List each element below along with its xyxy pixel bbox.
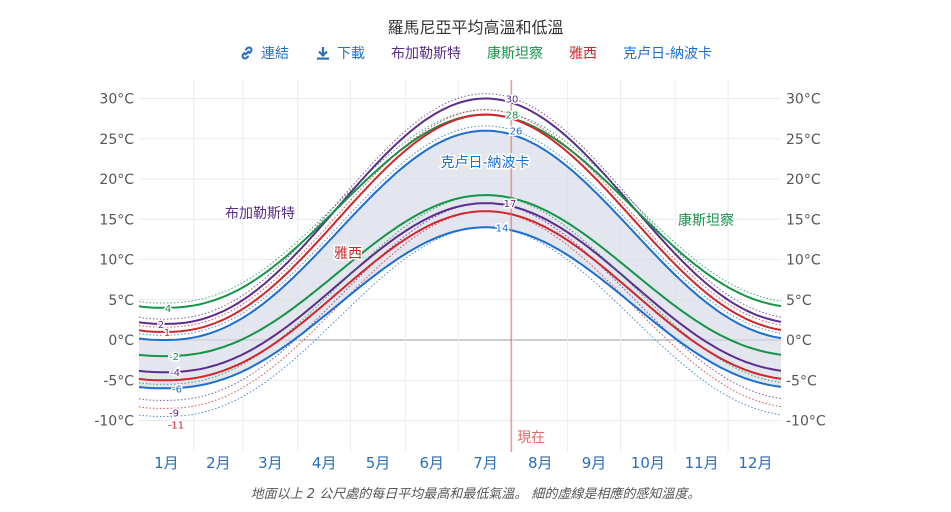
link-button[interactable]: 連結	[239, 43, 289, 63]
low-line-bucharest	[138, 202, 782, 374]
y-tick-label-right: -10°C	[786, 414, 826, 430]
toggle-cluj[interactable]: 克卢日-納波卡	[623, 43, 712, 63]
series-annotation-constanta: 康斯坦察	[678, 212, 734, 229]
value-label-bucharest-high: 30	[506, 95, 519, 106]
month-label: 1月	[154, 454, 179, 472]
toggle-bucharest[interactable]: 布加勒斯特	[391, 43, 461, 63]
value-label-bucharest-feels-low: -9	[169, 408, 179, 419]
month-label: 2月	[206, 454, 231, 472]
now-label: 現在	[517, 430, 545, 446]
value-label-cluj-winter-low: -6	[172, 384, 182, 395]
toggle-bucharest-label: 布加勒斯特	[390, 46, 461, 62]
month-label: 10月	[631, 454, 665, 472]
feels-like-high-iasi	[138, 109, 782, 328]
high-line-cluj	[138, 129, 782, 341]
y-tick-label-left: -5°C	[103, 373, 134, 389]
temperature-chart: -10°C -10°C-5°C -5°C0°C 0°C5°C 5°C10°C 10°C15…	[94, 80, 826, 472]
value-label-cluj-high: 26	[510, 127, 523, 138]
feels-like-high-bucharest	[138, 93, 782, 320]
y-tick-label-left: 30°C	[99, 92, 134, 108]
low-line-constanta	[138, 194, 782, 358]
toggle-constanta-label: 康斯坦察	[486, 46, 543, 62]
y-tick-label-left: -10°C	[94, 414, 134, 430]
month-label: 12月	[738, 454, 772, 472]
month-label: 8月	[528, 454, 553, 472]
chart-caption: 地面以上 2 公尺處的每日平均最高和最低氣溫。 細的虛線是相應的感知溫度。	[250, 487, 701, 502]
link-icon	[241, 46, 253, 60]
month-label: 6月	[420, 454, 445, 472]
y-tick-label-right: 20°C	[786, 172, 821, 188]
y-tick-label-right: 0°C	[786, 333, 812, 349]
y-tick-label-right: 10°C	[786, 253, 821, 269]
y-tick-label-left: 15°C	[99, 212, 134, 228]
download-icon	[316, 47, 329, 60]
y-tick-label-left: 5°C	[108, 293, 134, 309]
download-button[interactable]: 下載	[315, 43, 365, 63]
value-label-iasi-winter-high: 1	[164, 328, 170, 339]
download-label: 下載	[336, 46, 365, 62]
month-label: 9月	[582, 454, 607, 472]
toggle-constanta[interactable]: 康斯坦察	[487, 43, 543, 63]
month-label: 3月	[258, 454, 283, 472]
series-annotation-bucharest: 布加勒斯特	[225, 206, 295, 222]
y-tick-label-left: 0°C	[108, 333, 134, 349]
y-tick-label-left: 20°C	[99, 172, 134, 188]
value-label-constanta-winter-low: -2	[169, 352, 179, 363]
value-label-bucharest-winter-high: 2	[158, 320, 164, 331]
value-label-constanta-high: 28	[506, 111, 519, 122]
toggle-iasi-label: 雅西	[568, 46, 597, 62]
y-tick-label-right: 15°C	[786, 212, 821, 228]
high-line-iasi	[138, 113, 782, 333]
month-label: 7月	[473, 454, 498, 472]
toggle-cluj-label: 克卢日-納波卡	[622, 46, 713, 62]
link-label: 連結	[260, 46, 289, 62]
month-label: 4月	[312, 454, 337, 472]
month-label: 11月	[685, 454, 719, 472]
toggle-iasi[interactable]: 雅西	[569, 43, 597, 63]
month-label: 5月	[366, 454, 391, 472]
low-line-iasi	[138, 210, 782, 382]
y-tick-label-right: 5°C	[786, 293, 812, 309]
y-tick-label-left: 10°C	[99, 253, 134, 269]
high-line-bucharest	[138, 97, 782, 325]
value-label-cluj-low: 14	[496, 223, 509, 234]
chart-title: 羅馬尼亞平均高溫和低溫	[387, 18, 564, 37]
y-tick-label-right: 25°C	[786, 132, 821, 148]
value-label-constanta-winter-high: 4	[165, 304, 171, 315]
series-annotation-iasi: 雅西	[334, 246, 362, 262]
low-line-cluj	[138, 226, 782, 390]
y-tick-label-right: -5°C	[786, 373, 817, 389]
series-annotation-cluj: 克卢日-納波卡	[440, 155, 529, 171]
y-tick-label-left: 25°C	[99, 132, 134, 148]
value-label-iasi-feels-low: -11	[168, 421, 184, 432]
y-tick-label-right: 30°C	[786, 92, 821, 108]
chart-toolbar: 連結 下載 布加勒斯特 康斯坦察 雅西 克卢日-納波卡	[0, 43, 951, 63]
value-label-bucharest-low: 17	[504, 199, 517, 210]
value-label-bucharest-winter-low: -4	[170, 368, 180, 379]
